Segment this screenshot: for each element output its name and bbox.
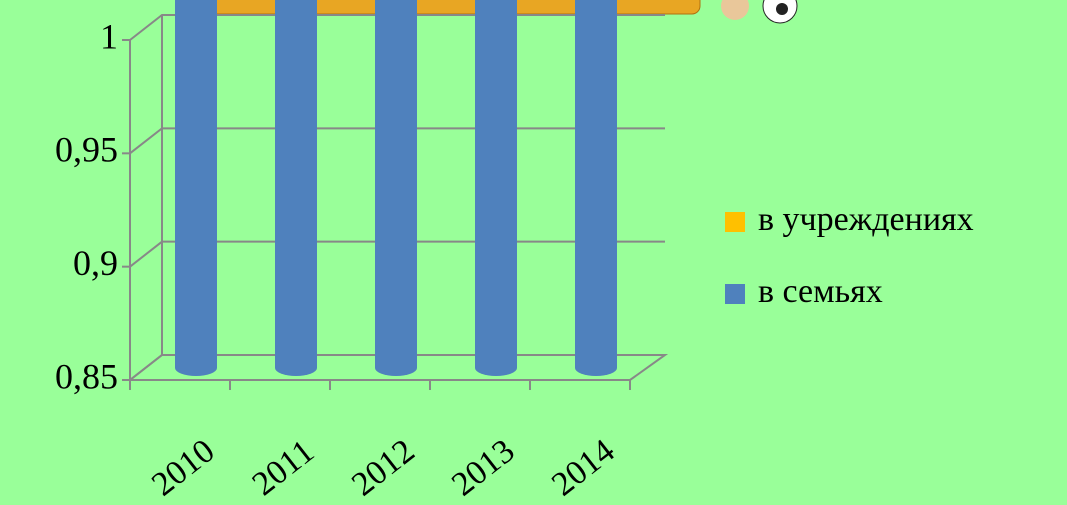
legend-swatch	[725, 212, 745, 232]
y-tick-label: 0,95	[55, 130, 118, 170]
legend-swatch	[725, 284, 745, 304]
legend-label: в семьях	[758, 273, 883, 310]
y-tick-label: 0,9	[73, 243, 118, 283]
y-tick-label: 1	[100, 16, 118, 56]
bar-segment	[275, 0, 317, 376]
y-tick-label: 0,85	[55, 356, 118, 396]
bar-segment	[175, 0, 217, 376]
bar-segment	[375, 0, 417, 376]
chart: 0,850,90,95120102011201220132014в учрежд…	[0, 0, 1067, 505]
legend-label: в учреждениях	[758, 201, 974, 238]
background	[0, 0, 1067, 505]
bar-segment	[475, 0, 517, 376]
ball-patch	[776, 3, 788, 15]
bar-segment	[575, 0, 617, 376]
